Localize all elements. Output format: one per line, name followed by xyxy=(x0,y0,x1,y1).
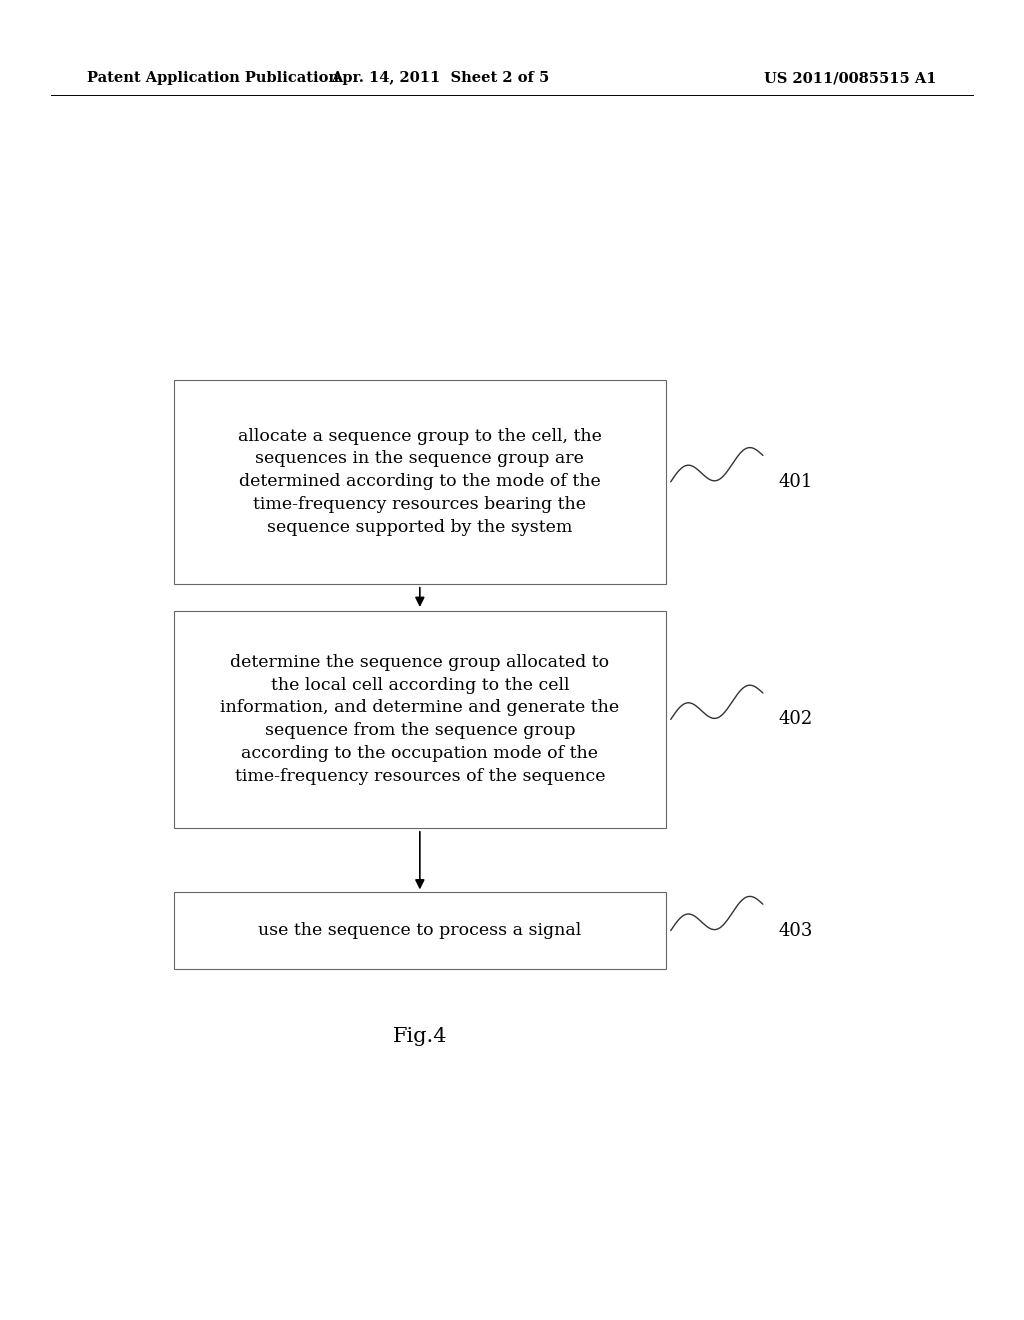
Text: determine the sequence group allocated to
the local cell according to the cell
i: determine the sequence group allocated t… xyxy=(220,653,620,785)
Text: 402: 402 xyxy=(778,710,812,729)
FancyBboxPatch shape xyxy=(174,380,666,583)
Text: 403: 403 xyxy=(778,921,813,940)
Text: US 2011/0085515 A1: US 2011/0085515 A1 xyxy=(765,71,937,84)
FancyBboxPatch shape xyxy=(174,892,666,969)
Text: 401: 401 xyxy=(778,473,813,491)
Text: allocate a sequence group to the cell, the
sequences in the sequence group are
d: allocate a sequence group to the cell, t… xyxy=(238,428,602,536)
Text: Fig.4: Fig.4 xyxy=(392,1027,447,1045)
FancyBboxPatch shape xyxy=(174,610,666,829)
Text: use the sequence to process a signal: use the sequence to process a signal xyxy=(258,923,582,939)
Text: Patent Application Publication: Patent Application Publication xyxy=(87,71,339,84)
Text: Apr. 14, 2011  Sheet 2 of 5: Apr. 14, 2011 Sheet 2 of 5 xyxy=(331,71,550,84)
